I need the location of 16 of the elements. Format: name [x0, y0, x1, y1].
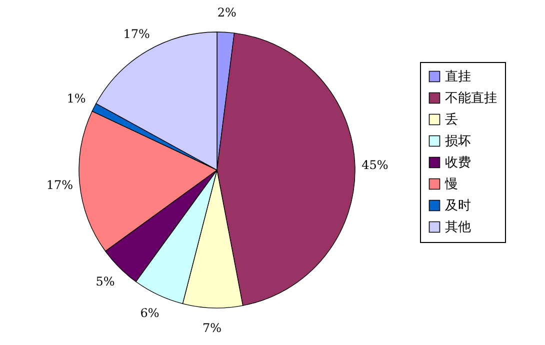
legend-label: 及时 — [445, 198, 471, 214]
data-label: 5% — [96, 274, 115, 289]
data-label: 17% — [46, 178, 74, 192]
legend-label: 直挂 — [445, 70, 471, 84]
data-label: 17% — [123, 27, 150, 42]
data-label: 6% — [140, 306, 160, 320]
data-label: 2% — [217, 5, 236, 20]
data-label: 45% — [362, 158, 388, 172]
legend-label: 损坏 — [445, 134, 471, 149]
legend-label: 其他 — [445, 220, 471, 235]
legend-label: 不能直挂 — [445, 91, 497, 106]
legend-label: 收费 — [445, 156, 471, 170]
data-label: 1% — [66, 91, 86, 106]
legend-label: 慢 — [444, 177, 458, 192]
legend-label: 丢 — [445, 112, 458, 128]
data-label: 7% — [202, 320, 222, 335]
